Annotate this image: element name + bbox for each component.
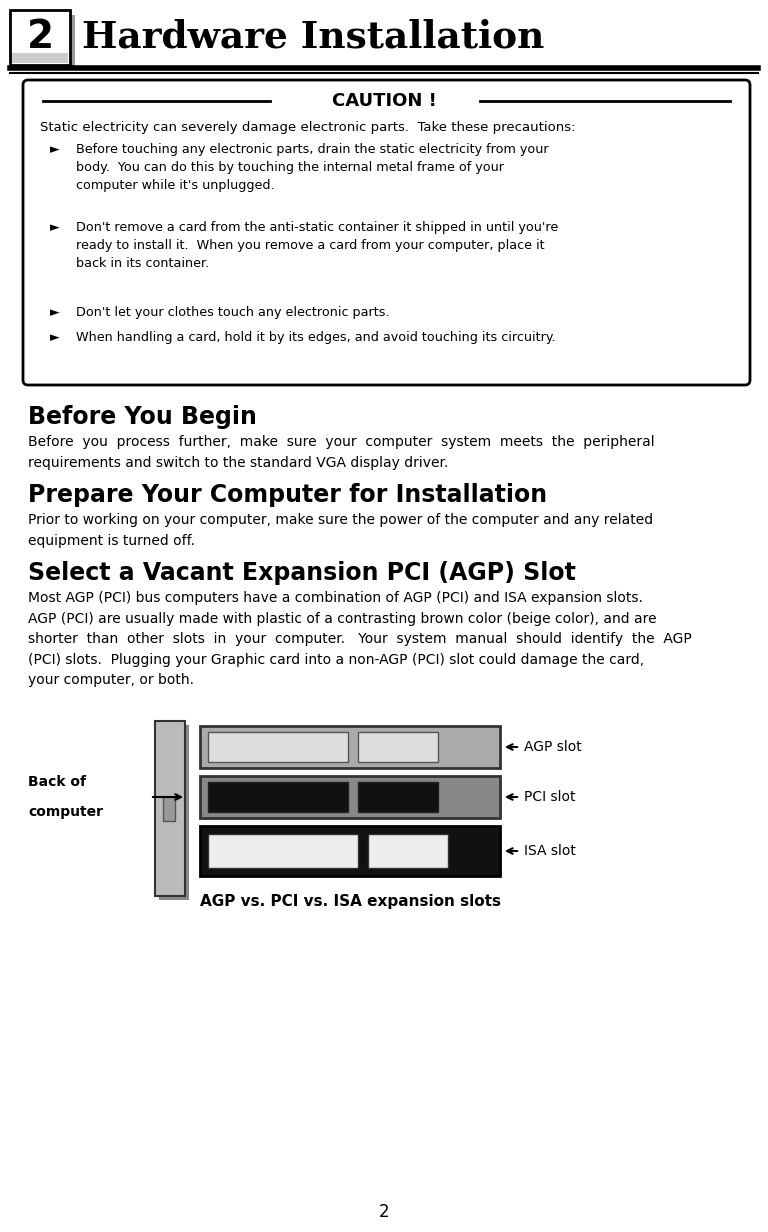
- Bar: [208, 834, 358, 869]
- Text: AGP slot: AGP slot: [524, 740, 581, 754]
- Bar: [12, 53, 68, 63]
- FancyBboxPatch shape: [23, 80, 750, 384]
- Bar: [368, 834, 448, 869]
- Text: Select a Vacant Expansion PCI (AGP) Slot: Select a Vacant Expansion PCI (AGP) Slot: [28, 561, 576, 585]
- Text: When handling a card, hold it by its edges, and avoid touching its circuitry.: When handling a card, hold it by its edg…: [76, 331, 555, 344]
- Bar: [358, 782, 438, 812]
- Bar: [208, 732, 348, 763]
- Text: Hardware Installation: Hardware Installation: [82, 18, 545, 55]
- Text: ►: ►: [50, 331, 60, 344]
- Text: computer: computer: [28, 804, 103, 819]
- Bar: [200, 726, 500, 768]
- Text: ISA slot: ISA slot: [524, 844, 576, 857]
- Text: ►: ►: [50, 143, 60, 156]
- Bar: [155, 721, 185, 896]
- Bar: [159, 724, 189, 901]
- Text: Before  you  process  further,  make  sure  your  computer  system  meets  the  : Before you process further, make sure yo…: [28, 435, 654, 469]
- Bar: [200, 776, 500, 818]
- Text: ►: ►: [50, 221, 60, 234]
- Bar: [10, 10, 70, 65]
- Text: Static electricity can severely damage electronic parts.  Take these precautions: Static electricity can severely damage e…: [40, 121, 575, 134]
- Text: Before You Begin: Before You Begin: [28, 405, 257, 429]
- Bar: [200, 825, 500, 876]
- Bar: [163, 797, 175, 821]
- Text: PCI slot: PCI slot: [524, 790, 575, 804]
- Bar: [15, 15, 75, 70]
- Text: Prepare Your Computer for Installation: Prepare Your Computer for Installation: [28, 483, 547, 508]
- Text: Back of: Back of: [28, 775, 86, 788]
- Text: Prior to working on your computer, make sure the power of the computer and any r: Prior to working on your computer, make …: [28, 513, 653, 547]
- Text: 2: 2: [379, 1202, 389, 1221]
- Text: Don't remove a card from the anti-static container it shipped in until you're
re: Don't remove a card from the anti-static…: [76, 221, 558, 270]
- Text: Before touching any electronic parts, drain the static electricity from your
bod: Before touching any electronic parts, dr…: [76, 143, 548, 192]
- Text: AGP vs. PCI vs. ISA expansion slots: AGP vs. PCI vs. ISA expansion slots: [200, 894, 501, 909]
- Text: CAUTION !: CAUTION !: [332, 92, 436, 110]
- Text: Most AGP (PCI) bus computers have a combination of AGP (PCI) and ISA expansion s: Most AGP (PCI) bus computers have a comb…: [28, 591, 692, 687]
- Text: ►: ►: [50, 306, 60, 319]
- Text: Don't let your clothes touch any electronic parts.: Don't let your clothes touch any electro…: [76, 306, 389, 319]
- Bar: [358, 732, 438, 763]
- Bar: [208, 782, 348, 812]
- Text: 2: 2: [26, 18, 54, 57]
